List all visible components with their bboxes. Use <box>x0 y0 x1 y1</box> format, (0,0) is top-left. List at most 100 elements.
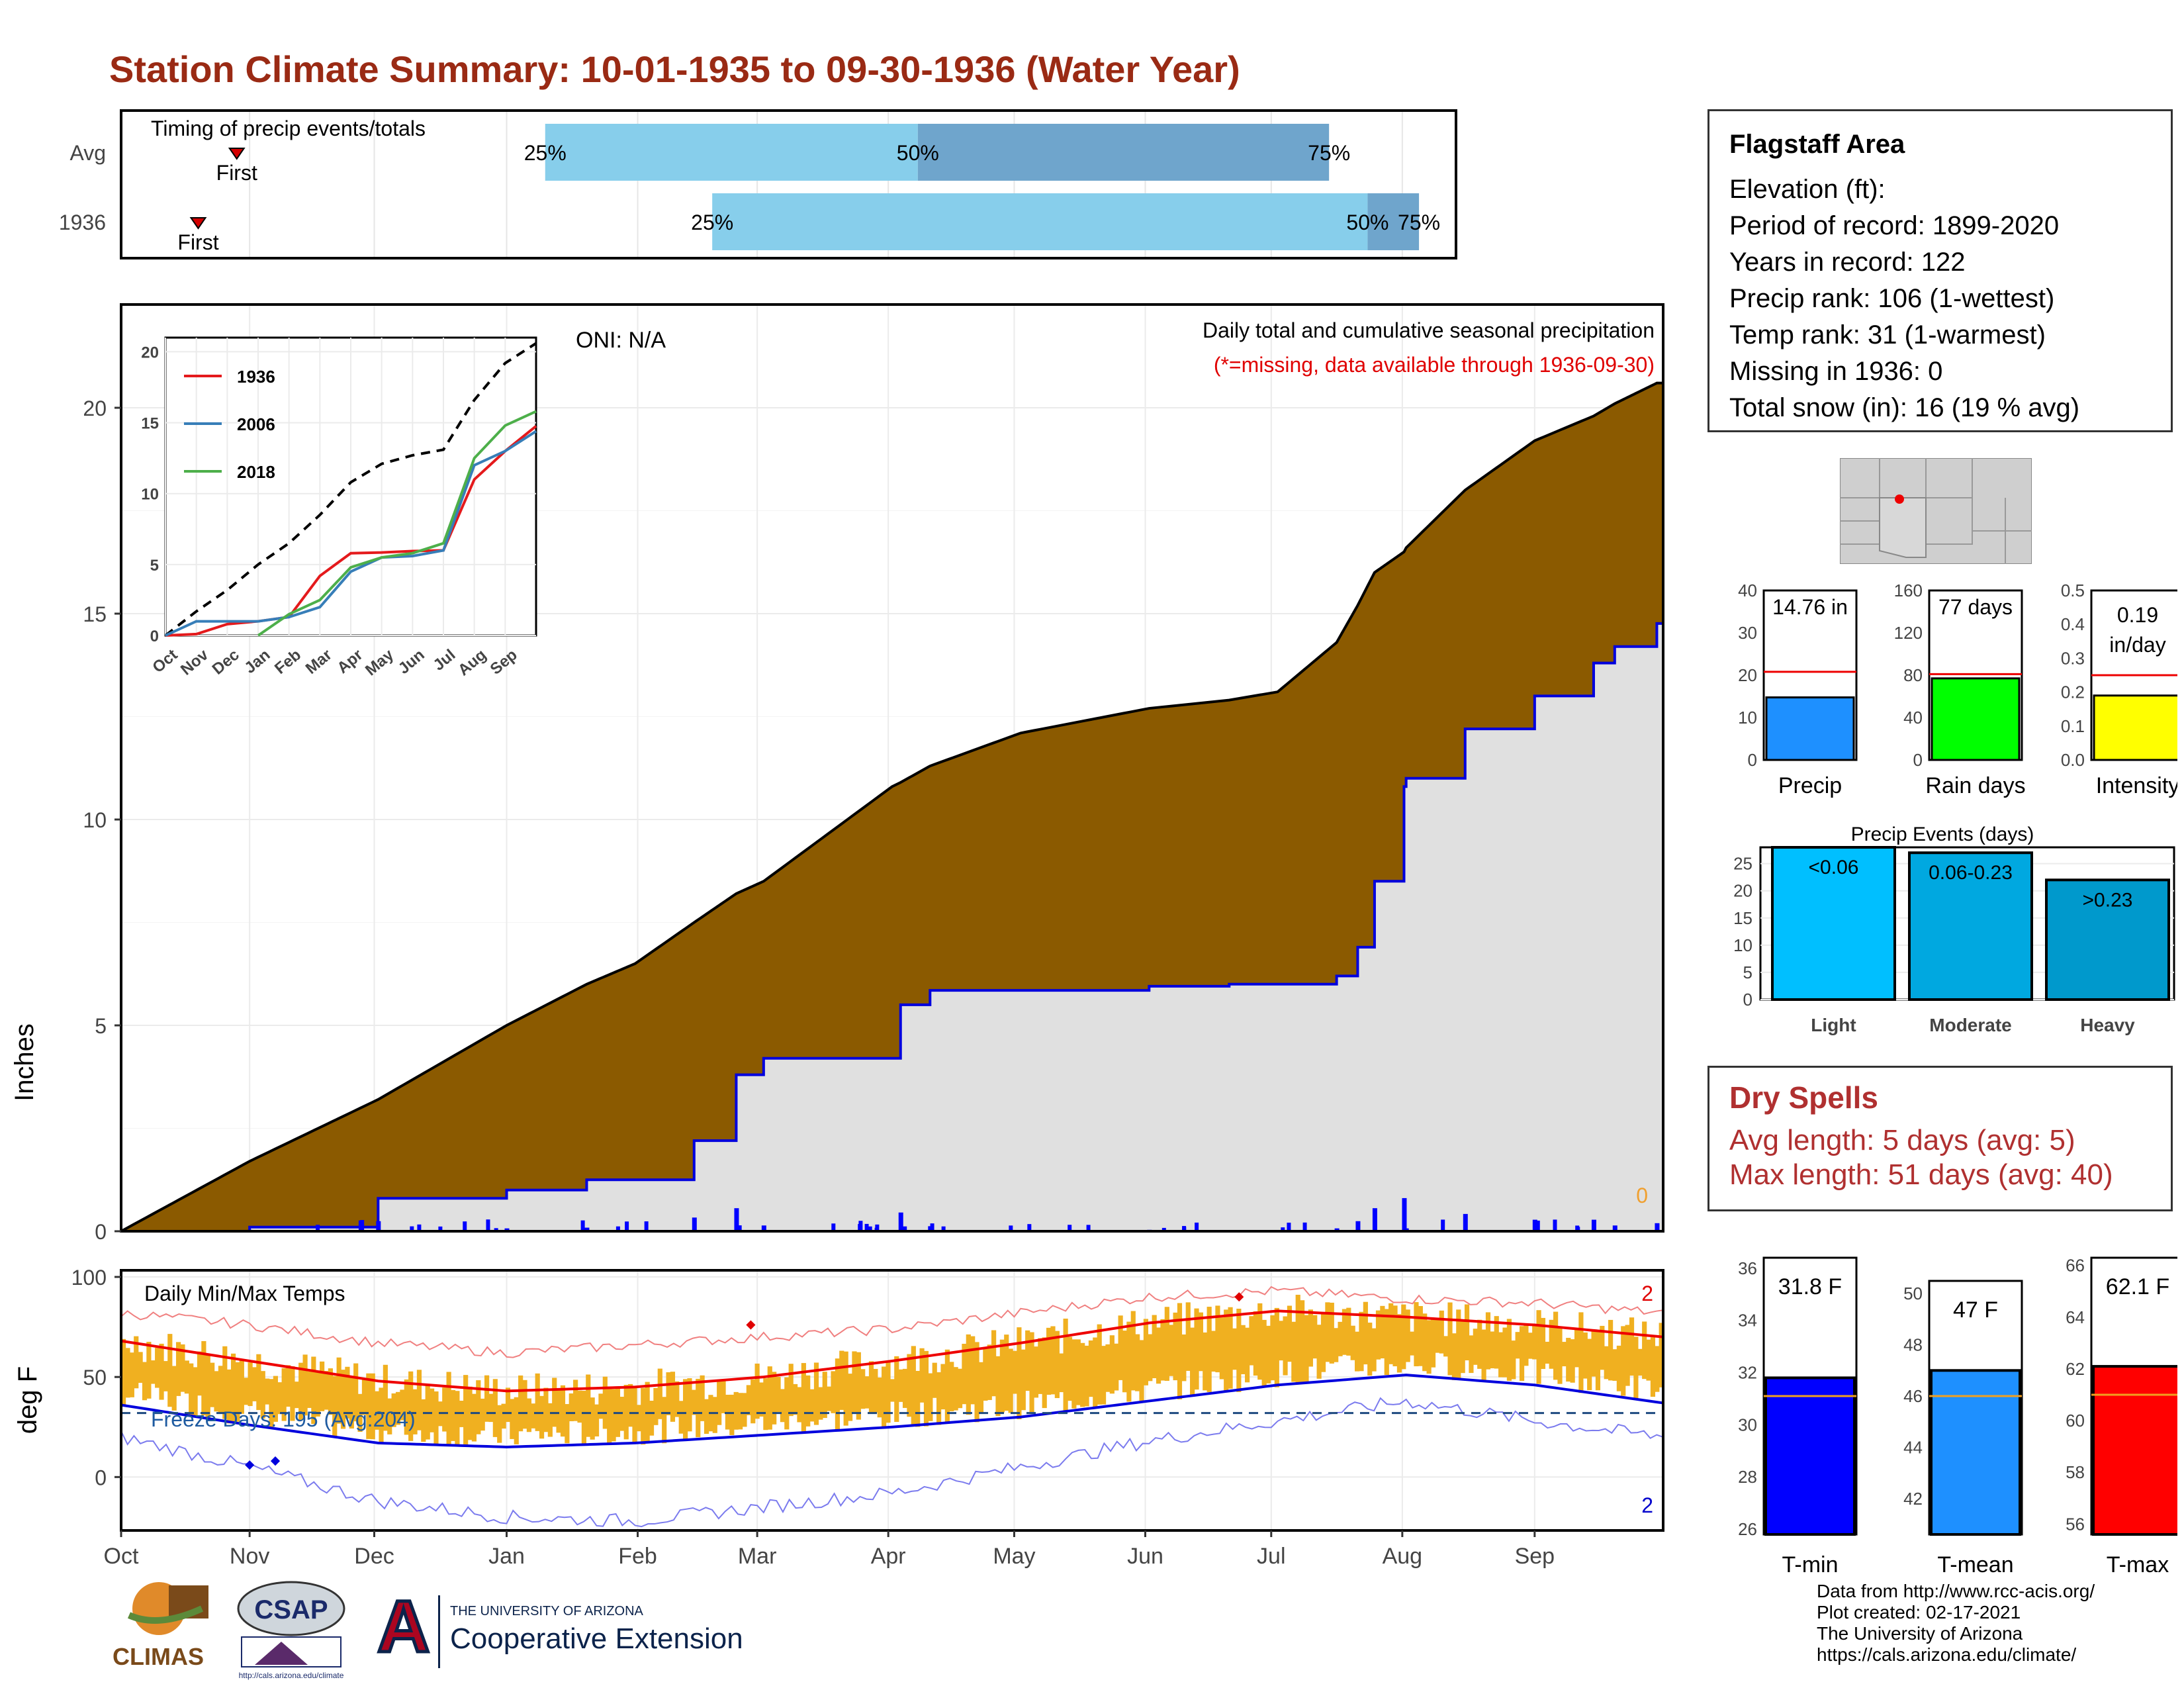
daily-temp-bar <box>1477 1319 1482 1369</box>
daily-temp-bar <box>797 1387 802 1423</box>
record-high-marker <box>1234 1292 1244 1302</box>
daily-temp-bar <box>1122 1331 1128 1393</box>
daily-temp-bar <box>535 1373 540 1431</box>
daily-temp-bar <box>134 1336 139 1389</box>
temp-summary-bar-2 <box>2092 1365 2177 1536</box>
station-period: Period of record: 1899-2020 <box>1729 211 2060 240</box>
daily-temp-bar <box>155 1348 160 1388</box>
daily-temp-bar <box>1088 1340 1094 1397</box>
daily-temp-bar <box>1422 1313 1428 1372</box>
daily-temp-bar <box>391 1393 396 1427</box>
summary-bar-tick: 0.3 <box>2061 648 2085 668</box>
daily-temp-bar <box>1224 1309 1229 1391</box>
daily-precip-bar <box>486 1219 490 1231</box>
daily-temp-bar <box>831 1371 836 1413</box>
daily-temp-bar <box>1008 1348 1013 1413</box>
events-bar-inner-label: >0.23 <box>2083 889 2133 911</box>
inset-legend: 1936 2006 2018 <box>184 367 275 482</box>
station-temp-rank: Temp rank: 31 (1-warmest) <box>1729 320 2046 350</box>
daily-temp-bar <box>1642 1321 1647 1380</box>
daily-temp-bar <box>294 1382 299 1409</box>
daily-temp-bar <box>645 1382 650 1442</box>
daily-temp-bar <box>598 1393 604 1419</box>
daily-temp-bar <box>1367 1323 1373 1376</box>
daily-temp-bar <box>1604 1346 1609 1380</box>
daily-temp-bar <box>150 1360 156 1384</box>
daily-temp-bar <box>835 1358 841 1430</box>
daily-temp-bar <box>1148 1334 1153 1382</box>
daily-temp-bar <box>1206 1307 1212 1392</box>
daily-precip-bar <box>1404 1228 1409 1231</box>
inset-lines <box>164 342 537 637</box>
daily-temp-bar <box>197 1351 203 1396</box>
month-x-tick-label: Jul <box>1257 1544 1285 1569</box>
daily-temp-bar <box>1304 1315 1309 1382</box>
daily-temp-bar <box>738 1393 743 1430</box>
daily-temp-bar <box>700 1375 705 1421</box>
inset-line-2018 <box>257 410 537 637</box>
temp-lines <box>120 1286 1664 1528</box>
daily-temp-bar <box>953 1367 958 1411</box>
daily-temp-bar <box>1177 1303 1183 1399</box>
daily-precip-bar <box>1027 1224 1032 1231</box>
daily-temp-bar <box>1033 1346 1039 1398</box>
observed-cumulative-area <box>121 622 1664 1233</box>
daily-temp-bar <box>171 1366 177 1411</box>
daily-temp-bar <box>366 1373 371 1439</box>
daily-temp-bar <box>539 1395 545 1439</box>
daily-temp-bar <box>311 1356 316 1425</box>
daily-temp-bar <box>497 1405 502 1443</box>
main-frame <box>120 303 1664 1233</box>
daily-temp-bar <box>1257 1303 1263 1380</box>
daily-precip-bar <box>1068 1225 1072 1231</box>
timing-p25-label: 25% <box>524 141 567 165</box>
daily-temp-bar <box>218 1366 224 1414</box>
daily-temp-bar <box>416 1370 422 1430</box>
daily-temp-bar <box>1371 1328 1377 1372</box>
temp-summary-label: T-min <box>1782 1552 1839 1577</box>
record-min-count: 2 <box>1641 1493 1653 1517</box>
daily-temp-bar <box>653 1387 659 1425</box>
inset-x-tick-label: Jan <box>241 646 273 677</box>
daily-temp-bar <box>628 1383 633 1427</box>
daily-temp-bar <box>315 1371 320 1417</box>
daily-temp-bar <box>1582 1332 1588 1379</box>
month-x-tick-label: Dec <box>354 1544 394 1569</box>
daily-temp-bar <box>1173 1312 1178 1381</box>
daily-temp-bar <box>1532 1325 1537 1360</box>
daily-temp-bar <box>1283 1316 1288 1376</box>
daily-temp-bar <box>281 1368 287 1421</box>
daily-temp-bar <box>1506 1319 1512 1381</box>
daily-temp-bar <box>175 1342 181 1396</box>
daily-temp-bar <box>324 1370 329 1410</box>
temp-summary-tick: 46 <box>1903 1386 1923 1406</box>
inset-x-tick-label: Dec <box>209 646 243 679</box>
temp-summary-label: T-mean <box>1937 1552 2013 1577</box>
daily-precip-bar <box>1535 1220 1540 1231</box>
daily-temp-bar <box>1375 1310 1381 1360</box>
daily-temp-bar <box>1633 1336 1639 1399</box>
credit-university: The University of Arizona <box>1817 1623 2023 1644</box>
daily-temp-bar <box>1198 1312 1203 1372</box>
daily-temp-bar <box>375 1391 380 1430</box>
daily-precip-bar <box>1355 1221 1361 1231</box>
daily-temp-bar <box>1447 1302 1453 1376</box>
dry-max-length: Max length: 51 days (avg: 40) <box>1729 1158 2113 1191</box>
temp-summary-bar-0 <box>1764 1376 1856 1536</box>
daily-temp-bar <box>729 1394 735 1435</box>
daily-temp-bar <box>776 1376 781 1413</box>
precip-chart: 0 5 10 15 20 Inches ONI: N/A Daily total and… <box>10 303 1664 1244</box>
events-tick: 20 <box>1733 881 1752 901</box>
daily-temp-bar <box>1409 1331 1415 1356</box>
daily-temp-bar <box>269 1379 274 1428</box>
daily-precip-bar <box>734 1208 739 1231</box>
daily-temp-bar <box>577 1390 582 1423</box>
station-location-marker <box>1895 494 1904 504</box>
ua-block-a: A <box>377 1586 430 1667</box>
daily-temp-bar <box>1316 1325 1322 1379</box>
climas-text: CLIMAS <box>113 1643 204 1670</box>
daily-temp-bar <box>751 1379 756 1424</box>
events-bar-moderate <box>1908 851 2033 1002</box>
daily-temp-bar <box>146 1342 152 1399</box>
month-x-ticks: Oct Nov Dec Jan Feb Mar Apr May Jun Jul Aug Sep <box>104 1530 1555 1569</box>
